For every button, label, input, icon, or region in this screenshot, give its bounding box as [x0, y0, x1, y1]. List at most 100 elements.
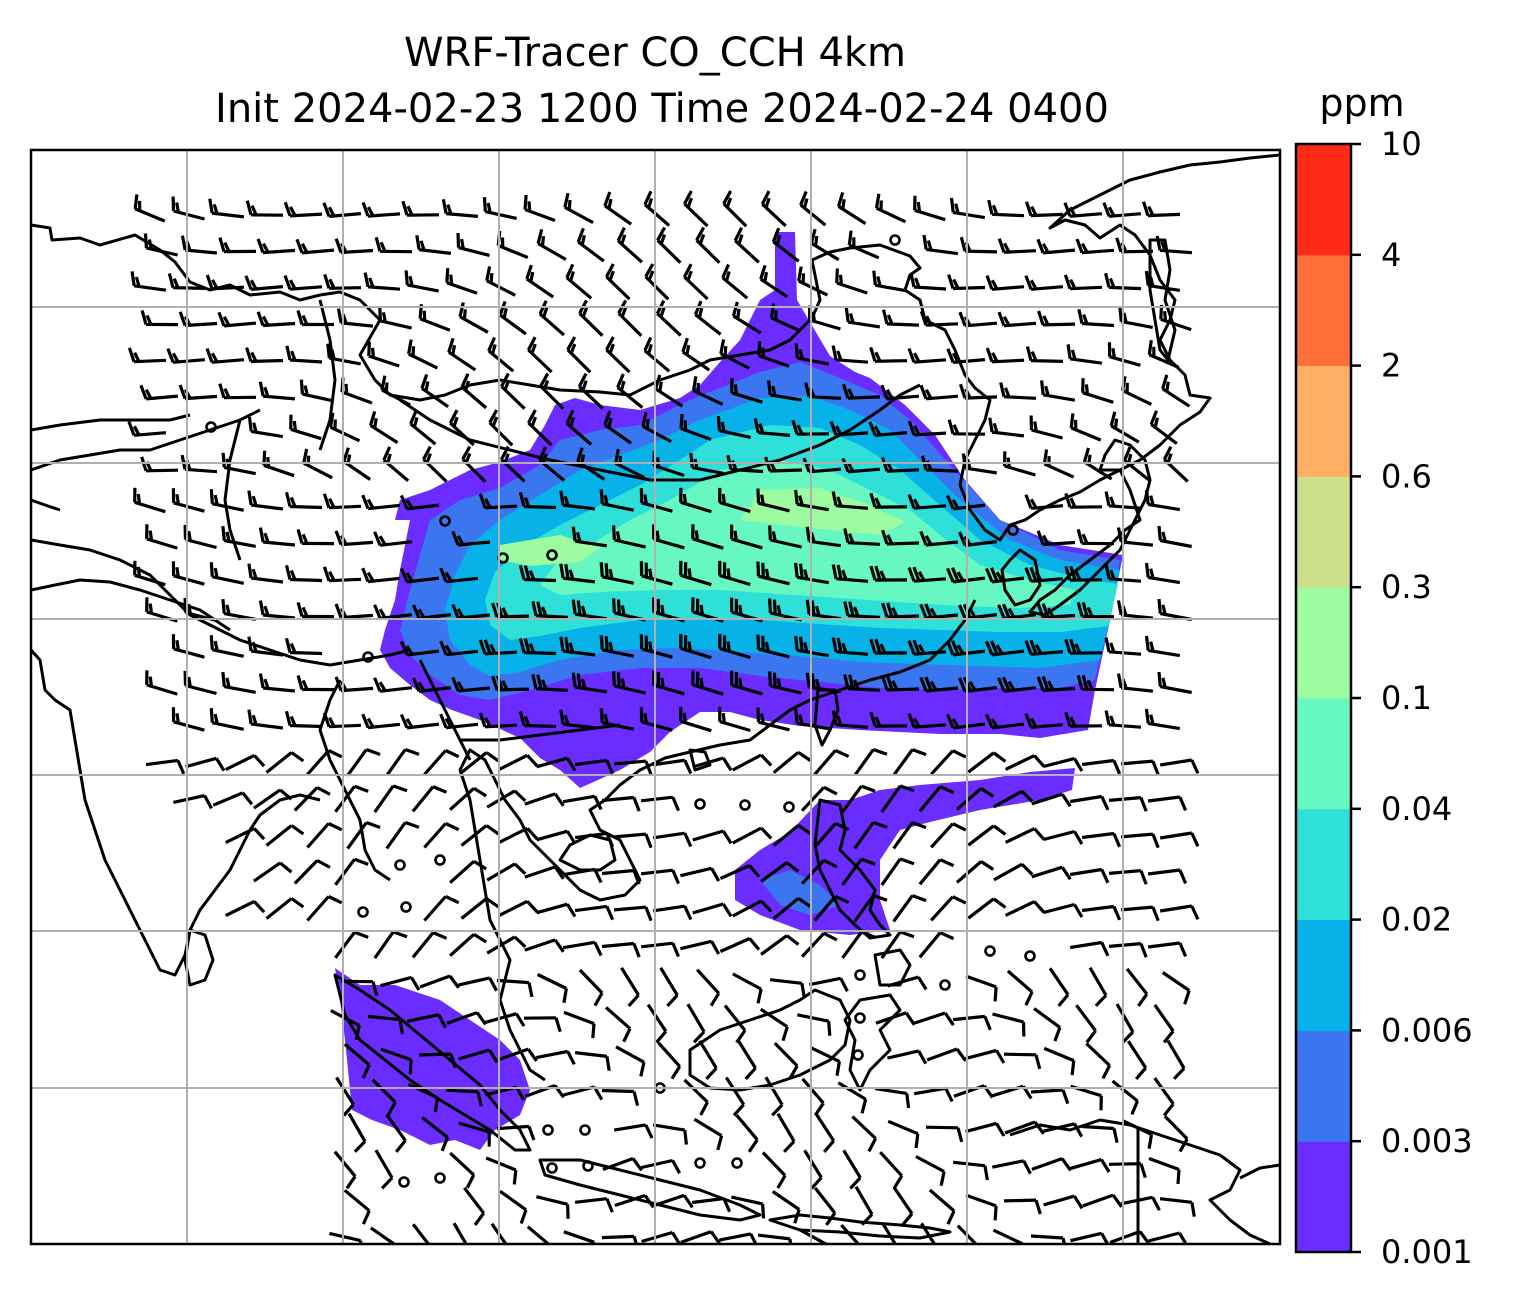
wind-barb [452, 1222, 468, 1244]
wind-barb [997, 311, 1037, 328]
wind-barb [840, 1224, 861, 1244]
wind-barb [730, 524, 763, 550]
wind-barb [404, 270, 440, 293]
wind-barb [171, 196, 205, 221]
wind-barb [340, 377, 373, 405]
wind-barb [692, 902, 733, 918]
calm-marker [579, 1124, 591, 1136]
wind-barb [599, 562, 635, 585]
calm-marker [542, 1124, 554, 1136]
wind-barb [881, 309, 920, 327]
wind-barb [526, 336, 553, 374]
wind-barb [612, 671, 646, 695]
wind-barb [334, 930, 369, 959]
wind-barb [616, 373, 644, 409]
wind-barb [420, 373, 450, 409]
wind-barb [256, 238, 296, 255]
wind-barb [1004, 900, 1046, 917]
wind-barb [771, 227, 800, 263]
wind-barb [1004, 1120, 1045, 1135]
wind-barb [946, 494, 986, 511]
wind-barb [258, 527, 296, 547]
wind-barb [605, 336, 631, 374]
wind-barb [578, 299, 604, 337]
colorbar-segments [1296, 144, 1351, 1253]
wind-barb [657, 1041, 682, 1080]
wind-barb [1108, 869, 1148, 885]
wind-barb [892, 894, 927, 923]
wind-barb [499, 1189, 528, 1225]
wind-barb [655, 299, 682, 337]
wind-barb [761, 1151, 787, 1189]
wind-barb [1042, 449, 1075, 479]
wind-barb [185, 756, 226, 772]
wind-barb [536, 902, 577, 918]
wind-barb [813, 748, 850, 776]
wind-barb [1161, 971, 1191, 1005]
wind-barb [831, 637, 869, 656]
wind-barb [599, 635, 635, 658]
wind-barb [907, 713, 947, 729]
wind-barb [563, 192, 594, 225]
wind-barb [334, 530, 374, 547]
wind-barb [378, 306, 412, 330]
wind-barb [603, 410, 633, 445]
wind-barb [407, 339, 439, 370]
wind-barb [498, 300, 527, 336]
wind-barb [881, 602, 920, 619]
wind-barb [985, 640, 1025, 657]
wind-barb [930, 822, 967, 849]
wind-barb [133, 194, 166, 223]
wind-barb [418, 304, 451, 332]
wind-barb [599, 708, 635, 731]
wind-barb [385, 747, 420, 777]
wind-barb [1108, 796, 1148, 812]
wind-barb [496, 978, 534, 998]
wind-barb [491, 602, 530, 619]
calm-marker [1024, 950, 1036, 962]
wind-barb [256, 311, 296, 328]
wind-barb [639, 488, 673, 513]
wind-barb [681, 337, 711, 372]
wind-barb [145, 670, 178, 696]
wind-barb [679, 706, 712, 733]
wind-barb [718, 633, 751, 660]
wind-barb [925, 1125, 964, 1143]
wind-barb [652, 524, 685, 550]
wind-barb [730, 378, 763, 404]
wind-barb [340, 979, 379, 997]
wind-barb [768, 525, 802, 549]
wind-barb [965, 974, 998, 1002]
wind-barb [284, 564, 323, 583]
wind-barb [458, 976, 499, 992]
wind-barb [947, 274, 986, 291]
wind-barb [1104, 564, 1142, 583]
wind-barb [258, 381, 296, 401]
wind-barb [691, 524, 724, 550]
wind-barb [1063, 274, 1103, 291]
wind-barb [721, 263, 749, 300]
wind-barb [813, 1186, 837, 1226]
wind-barb [399, 640, 440, 657]
wind-barb [1157, 525, 1193, 549]
wind-barb [1003, 1052, 1042, 1070]
wind-barb [421, 1116, 450, 1152]
wind-barb [209, 562, 245, 585]
wind-barb [794, 635, 830, 658]
wind-barb [293, 859, 331, 885]
wind-barb [478, 493, 518, 510]
wind-barb [843, 601, 881, 619]
wind-barb [955, 787, 995, 811]
wind-barb [563, 1010, 596, 1039]
wind-barb [639, 561, 673, 586]
wind-barb [841, 857, 876, 886]
wind-barb [646, 1003, 668, 1044]
wind-barb [411, 785, 448, 813]
wind-barb [693, 1117, 724, 1151]
wind-barb [1043, 756, 1084, 772]
wind-barb [578, 968, 604, 1007]
wind-barb [171, 707, 205, 732]
colorbar-tick-label: 0.3 [1381, 568, 1432, 606]
wind-barb [772, 896, 812, 920]
wind-barb [565, 409, 593, 446]
